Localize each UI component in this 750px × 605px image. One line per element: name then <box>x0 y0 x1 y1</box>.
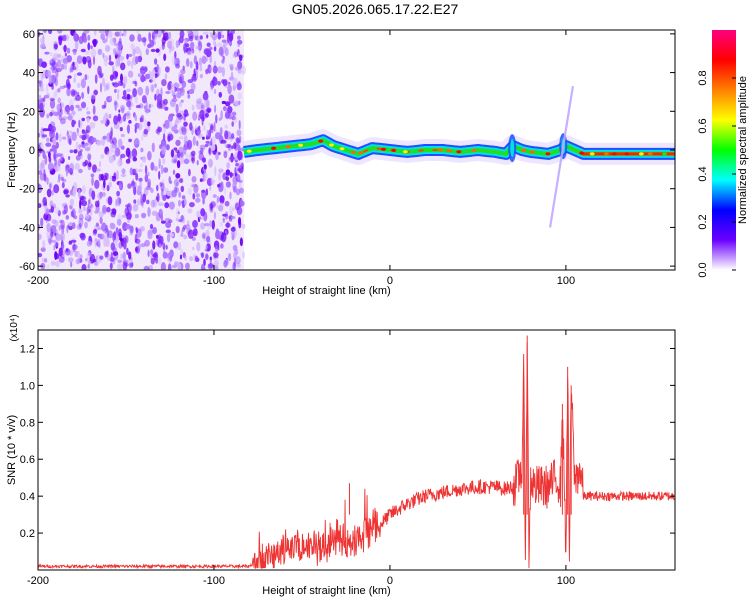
noise-speckle <box>38 30 247 270</box>
top-xtick-label: 0 <box>387 275 393 287</box>
bottom-plot-frame <box>37 329 676 571</box>
snr-area <box>38 335 675 570</box>
colorbar-tick-label: 0.0 <box>697 262 709 277</box>
top-ytick-label: -20 <box>19 184 35 196</box>
top-ytick-label: 0 <box>29 145 35 157</box>
spectrogram-area <box>38 30 675 270</box>
bottom-yaxis-label: SNR (10 * v/v) <box>6 415 18 485</box>
bottom-multiplier-label: (x10⁴) <box>9 314 20 341</box>
bottom-ytick-label: 0.6 <box>20 454 35 466</box>
bottom-xaxis-label: Height of straight line (km) <box>262 585 390 597</box>
colorbar-tick-label: 0.6 <box>697 118 709 133</box>
top-ytick-label: 20 <box>23 106 35 118</box>
top-xtick-label: -200 <box>27 275 49 287</box>
bottom-ytick-label: 0.4 <box>20 491 35 503</box>
bottom-ytick-label: 1.0 <box>20 380 35 392</box>
bottom-ytick-label: 1.2 <box>20 343 35 355</box>
snr-line <box>38 342 675 570</box>
colorbar <box>712 30 736 270</box>
top-yaxis-label: Frequency (Hz) <box>6 112 18 188</box>
top-ytick-label: -40 <box>19 222 35 234</box>
chart-title: GN05.2026.065.17.22.E27 <box>291 1 459 17</box>
bottom-xtick-label: -200 <box>27 575 49 587</box>
top-xaxis-label: Height of straight line (km) <box>262 285 390 297</box>
top-ytick-label: 60 <box>23 29 35 41</box>
bottom-xtick-label: 0 <box>387 575 393 587</box>
top-xtick-label: 100 <box>557 275 575 287</box>
colorbar-tick-label: 0.8 <box>697 70 709 85</box>
bottom-ytick-label: 0.2 <box>20 528 35 540</box>
colorbar-tick-label: 0.2 <box>697 214 709 229</box>
signal-track <box>234 129 675 165</box>
bottom-xtick-label: 100 <box>557 575 575 587</box>
colorbar-label: Normalized spectral amplitude <box>737 76 749 224</box>
top-ytick-label: -60 <box>19 261 35 273</box>
top-ytick-label: 40 <box>23 68 35 80</box>
chirp-streak <box>548 85 575 228</box>
colorbar-tick-label: 0.4 <box>697 166 709 181</box>
bottom-xtick-label: -100 <box>203 575 225 587</box>
bottom-ytick-label: 0.8 <box>20 417 35 429</box>
top-xtick-label: -100 <box>203 275 225 287</box>
